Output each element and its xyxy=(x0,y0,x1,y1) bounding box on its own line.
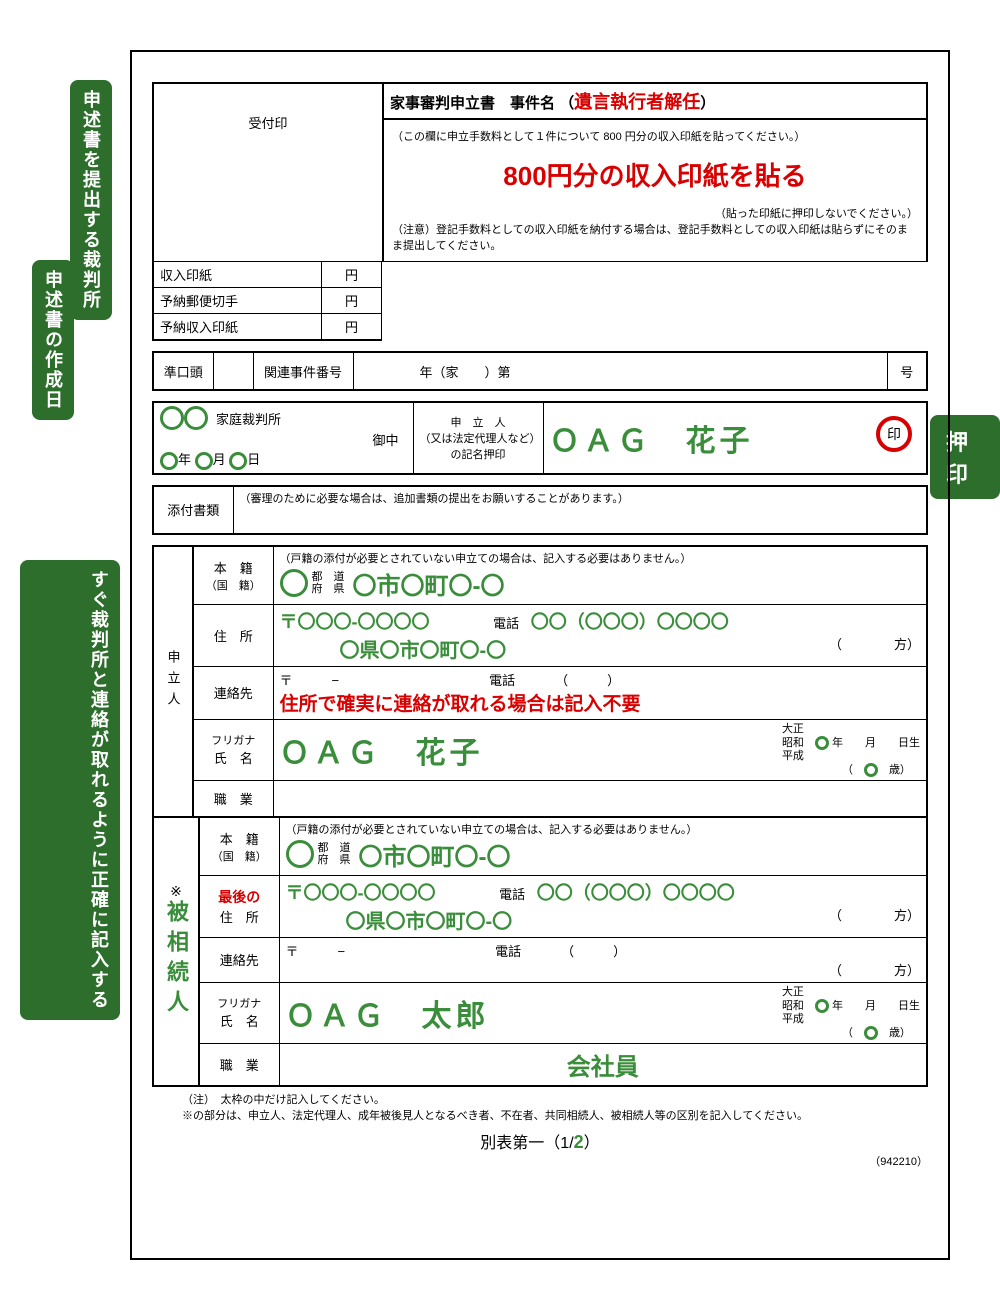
stamp-note1: （貼った印紙に押印しないでください。） xyxy=(392,205,918,221)
form-page: 受付印 家事審判申立書 事件名 （遺言執行者解任） （この欄に申立手数料として１… xyxy=(130,50,950,1260)
contact-note: 住所で確実に連絡が取れる場合は記入不要 xyxy=(280,689,921,716)
applicant-section: 申立人 xyxy=(153,546,193,817)
dec-address[interactable]: 〇県〇市〇町〇-〇 xyxy=(346,905,513,934)
stamp-instruction: 800円分の収入印紙を貼る xyxy=(392,156,918,193)
related-label: 関連事件番号 xyxy=(253,352,353,390)
page-num: 2 xyxy=(574,1132,584,1152)
footer-note1: （注） 太枠の中だけ記入してください。 xyxy=(152,1091,928,1107)
dec-postal[interactable]: 〒〇〇〇-〇〇〇〇 xyxy=(286,883,436,903)
honseki-label: 本 籍 xyxy=(200,558,267,577)
badge-contact: すぐ裁判所と連絡が取れるように正確に記入する xyxy=(20,560,120,1020)
dec-honseki[interactable]: 〇市〇町〇-〇 xyxy=(359,837,511,872)
app-postal[interactable]: 〒〇〇〇-〇〇〇〇 xyxy=(280,612,430,632)
badge-date: 申述書の作成日 xyxy=(32,260,74,420)
seal-mark[interactable]: 印 xyxy=(876,416,912,452)
attach-label: 添付書類 xyxy=(153,486,233,534)
app-address[interactable]: 〇県〇市〇町〇-〇 xyxy=(340,634,507,663)
onchu: 御中 xyxy=(160,430,407,449)
fee-note: （この欄に申立手数料として１件について 800 円分の収入印紙を貼ってください。… xyxy=(392,128,918,144)
applicant-block: 申立人 本 籍 （国 籍） （戸籍の添付が必要とされていない申立ての場合は、記入… xyxy=(152,545,928,818)
app-tel[interactable]: 〇〇（〇〇〇）〇〇〇〇 xyxy=(531,612,729,632)
footer-note2: ※の部分は、申立人、法定代理人、成年被後見人となるべき者、不在者、共同相続人、被… xyxy=(152,1107,928,1123)
dec-job[interactable]: 会社員 xyxy=(567,1054,639,1081)
applicant-label: 申 立 人 xyxy=(420,414,537,430)
honseki-note: （戸籍の添付が必要とされていない申立ての場合は、記入する必要はありません。） xyxy=(280,550,921,566)
form-code: （942210） xyxy=(152,1153,928,1169)
court-label: 家庭裁判所 xyxy=(216,409,281,428)
contact-label: 連絡先 xyxy=(193,666,273,719)
header-block: 受付印 家事審判申立書 事件名 （遺言執行者解任） （この欄に申立手数料として１… xyxy=(152,82,928,262)
address-label: 住 所 xyxy=(193,604,273,666)
dec-tel[interactable]: 〇〇（〇〇〇）〇〇〇〇 xyxy=(537,883,735,903)
reserve-stamp-label: 予納収入印紙 xyxy=(153,314,322,341)
job-label: 職 業 xyxy=(193,781,273,817)
revenue-stamp-label: 収入印紙 xyxy=(153,262,322,288)
jun-label: 準口頭 xyxy=(153,352,213,390)
fee-table: 収入印紙円 予納郵便切手円 予納収入印紙円 xyxy=(152,261,382,341)
last-label: 最後の xyxy=(218,889,260,905)
sign-label: の記名押印 xyxy=(420,446,537,462)
app-honseki-value[interactable]: 〇市〇町〇-〇 xyxy=(353,566,505,601)
signature-row: 家庭裁判所 御中 年 月 日 申 立 人 （又は法定代理人など） の記名押印 Ｏ… xyxy=(152,401,928,475)
attach-note: （審理のために必要な場合は、追加書類の提出をお願いすることがあります。） xyxy=(233,486,927,534)
case-row: 準口頭 関連事件番号 年（家 ）第 号 xyxy=(152,351,928,391)
decedent-block: ※ 被相続人 本 籍 （国 籍） （戸籍の添付が必要とされていない申立ての場合は… xyxy=(152,816,928,1088)
case-name: 遺言執行者解任 xyxy=(574,92,700,112)
decedent-section: 被相続人 xyxy=(160,900,192,1020)
attach-row: 添付書類 （審理のために必要な場合は、追加書類の提出をお願いすることがあります。… xyxy=(152,485,928,535)
stamp-note2: （注意）登記手数料としての収入印紙を納付する場合は、登記手数料としての収入印紙は… xyxy=(392,221,918,253)
kokuseki-label: （国 籍） xyxy=(200,577,267,593)
app-name[interactable]: ＯＡＧ 花子 xyxy=(280,728,484,772)
dec-name[interactable]: ＯＡＧ 太郎 xyxy=(286,991,490,1035)
form-title: 家事審判申立書 事件名 xyxy=(390,95,555,112)
badge-court: 申述書を提出する裁判所 xyxy=(70,80,112,320)
rep-label: （又は法定代理人など） xyxy=(420,430,537,446)
accept-seal-label: 受付印 xyxy=(160,113,376,133)
applicant-signature[interactable]: ＯＡＧ 花子 xyxy=(550,425,754,458)
reserve-postage-label: 予納郵便切手 xyxy=(153,288,322,314)
